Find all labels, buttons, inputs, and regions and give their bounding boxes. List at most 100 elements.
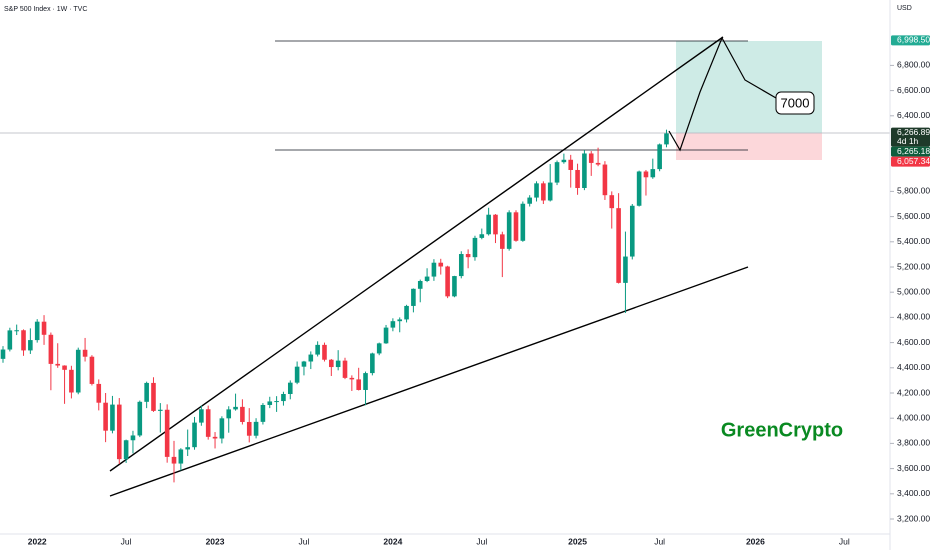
- candle-body: [370, 353, 375, 374]
- target-zone: [676, 41, 822, 133]
- candle-body: [219, 418, 225, 439]
- candle-body: [500, 234, 505, 249]
- candle-body: [506, 212, 512, 249]
- candle-body: [411, 288, 416, 306]
- projection-path: [668, 36, 777, 152]
- candle-body: [636, 171, 642, 206]
- axes: 3,200.00 3,400.00 3,600.00 3,800.00 4,000.00…: [28, 35, 931, 547]
- y-tick-label: 6,600.00: [897, 85, 930, 95]
- candle-body: [479, 234, 485, 238]
- candle-body: [397, 319, 403, 322]
- candles: [0, 129, 669, 483]
- candle-body: [602, 164, 608, 196]
- x-tick-label: Jul: [476, 536, 487, 546]
- candle-body: [267, 401, 273, 405]
- candle-body: [335, 360, 341, 368]
- candle-body: [575, 169, 580, 188]
- wedge-lower: [109, 266, 749, 497]
- candle-body: [329, 359, 334, 368]
- candle-body: [144, 382, 149, 402]
- candle-body: [431, 262, 437, 277]
- candle-body: [363, 373, 368, 390]
- candle-body: [110, 404, 115, 431]
- x-tick-label: 2024: [383, 536, 402, 546]
- countdown: 4d 1h: [897, 136, 919, 146]
- candle-body: [62, 365, 67, 370]
- candle-body: [89, 356, 95, 384]
- x-tick-label: Jul: [839, 536, 850, 546]
- candle-body: [123, 440, 129, 460]
- candle-body: [75, 349, 81, 393]
- candle-body: [14, 330, 19, 332]
- candle-body: [657, 144, 662, 170]
- candle-body: [308, 354, 314, 362]
- candle-body: [294, 366, 300, 383]
- candle-body: [103, 402, 108, 431]
- candle-body: [424, 276, 430, 281]
- candle-body: [438, 262, 444, 267]
- x-tick-label: 2025: [568, 536, 587, 546]
- y-tick-label: 4,800.00: [897, 312, 930, 322]
- candle-body: [445, 266, 450, 297]
- candle-body: [609, 195, 615, 209]
- candle-body: [192, 422, 197, 448]
- candle-body: [82, 349, 88, 357]
- candle-body: [212, 436, 218, 439]
- x-tick-label: Jul: [299, 536, 310, 546]
- candle-body: [233, 406, 238, 410]
- candle-body: [486, 214, 491, 235]
- candle-body: [376, 343, 382, 354]
- candle-body: [96, 383, 102, 403]
- candle-body: [21, 330, 26, 351]
- candle-body: [274, 401, 279, 403]
- candle-body: [322, 344, 327, 360]
- candle-body: [582, 153, 587, 188]
- candle-body: [534, 183, 539, 198]
- candle-body: [130, 435, 136, 441]
- candle-body: [41, 321, 47, 335]
- candle-body: [164, 409, 170, 457]
- watermark: GreenCrypto: [721, 419, 843, 441]
- candle-body: [55, 363, 61, 366]
- y-tick-label: 4,000.00: [897, 412, 930, 422]
- candle-body: [527, 197, 532, 204]
- candle-body: [253, 421, 259, 436]
- candle-body: [315, 344, 320, 355]
- y-tick-label: 5,800.00: [897, 186, 930, 196]
- candle-body: [561, 159, 567, 163]
- y-tick-label: 5,000.00: [897, 286, 930, 296]
- x-tick-label: 2022: [28, 536, 47, 546]
- candle-body: [185, 447, 190, 450]
- candle-body: [383, 327, 389, 344]
- candle-body: [7, 330, 13, 350]
- price-tag: [891, 127, 930, 147]
- candle-body: [520, 203, 526, 241]
- candle-body: [629, 205, 635, 257]
- stop-zone: [676, 133, 822, 160]
- price-tag-label: 6,998.50: [897, 35, 930, 45]
- x-tick-label: 2023: [206, 536, 225, 546]
- price-tag-label: 6,266.89: [897, 127, 930, 137]
- y-tick-label: 5,600.00: [897, 211, 930, 221]
- price-tag: [891, 35, 930, 46]
- candle-body: [342, 360, 348, 378]
- candle-body: [616, 208, 621, 283]
- candle-body: [664, 133, 669, 145]
- y-tick-label: 4,600.00: [897, 337, 930, 347]
- y-tick-label: 3,600.00: [897, 463, 930, 473]
- y-tick-label: 6,800.00: [897, 60, 930, 70]
- candle-body: [458, 254, 464, 277]
- candle-body: [0, 349, 6, 359]
- candle-body: [48, 334, 54, 364]
- candle-body: [513, 212, 519, 241]
- y-tick-label: 4,200.00: [897, 387, 930, 397]
- candle-body: [178, 449, 184, 464]
- candle-body: [650, 169, 656, 178]
- candle-body: [287, 382, 293, 395]
- candle-body: [28, 340, 33, 351]
- candle-body: [404, 305, 409, 320]
- x-tick-label: 2026: [746, 536, 765, 546]
- candle-body: [226, 409, 232, 419]
